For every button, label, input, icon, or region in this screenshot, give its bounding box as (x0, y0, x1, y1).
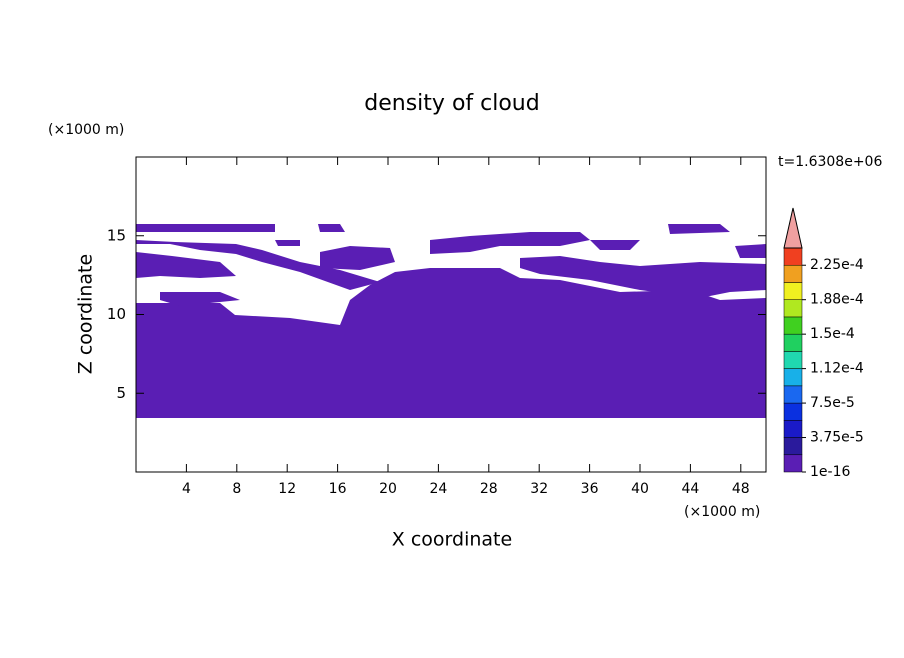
cloud-region (160, 292, 240, 306)
x-tick-label: 20 (379, 481, 397, 497)
x-tick-label: 24 (429, 481, 447, 497)
colorbar-swatch (783, 316, 803, 335)
colorbar-tick-label: 3.75e-5 (810, 430, 864, 446)
colorbar-swatch (783, 437, 803, 456)
chart-title: density of cloud (364, 91, 539, 116)
colorbar-swatch (783, 368, 803, 387)
colorbar-tick-label: 2.25e-4 (810, 257, 864, 273)
x-tick-label: 28 (480, 481, 498, 497)
x-tick-label: 12 (278, 481, 296, 497)
cloud-region (430, 232, 590, 254)
colorbar-tick-label: 7.5e-5 (810, 395, 855, 411)
cloud-region (136, 252, 236, 278)
cloud-field (136, 224, 766, 418)
colorbar-swatch (783, 282, 803, 300)
y-tick-label: 5 (116, 384, 126, 402)
x-tick-label: 44 (681, 481, 699, 497)
cloud-region (275, 240, 300, 246)
x-tick-label: 36 (581, 481, 599, 497)
cloud-region (735, 244, 766, 258)
x-tick-label: 4 (182, 481, 191, 497)
time-label: t=1.6308e+06 (778, 154, 882, 170)
x-tick-label: 32 (530, 481, 548, 497)
cloud-region (136, 268, 766, 418)
colorbar-swatch (783, 402, 803, 421)
colorbar-tick-label: 1.88e-4 (810, 292, 864, 308)
x-axis-label: X coordinate (392, 529, 512, 551)
colorbar-swatch (783, 333, 803, 352)
colorbar-extend (783, 207, 803, 249)
colorbar-swatch (783, 351, 803, 369)
y-tick-label: 15 (107, 226, 126, 244)
cloud-region (320, 246, 395, 270)
colorbar-tick-label: 1.5e-4 (810, 326, 855, 342)
cloud-region (136, 224, 275, 232)
cloud-region (520, 256, 766, 298)
colorbar-swatch (783, 299, 803, 318)
x-tick-label: 40 (631, 481, 649, 497)
x-tick-label: 48 (732, 481, 750, 497)
cloud-region (668, 224, 730, 234)
x-tick-label: 16 (329, 481, 347, 497)
cloud-region (318, 224, 345, 232)
colorbar-tick-label: 1e-16 (810, 464, 850, 480)
colorbar-swatch (783, 247, 803, 266)
colorbar-tick-label: 1.12e-4 (810, 361, 864, 377)
y-tick-label: 10 (107, 305, 126, 323)
cloud-region (136, 240, 380, 290)
colorbar-swatch (783, 385, 803, 404)
colorbar-swatch (783, 454, 803, 473)
colorbar-swatch (783, 420, 803, 438)
colorbar-swatch (783, 264, 803, 283)
cloud-region (590, 240, 640, 250)
y-unit: (×1000 m) (48, 122, 124, 138)
y-axis-label: Z coordinate (75, 254, 97, 374)
x-unit: (×1000 m) (684, 504, 760, 520)
x-tick-label: 8 (232, 481, 241, 497)
